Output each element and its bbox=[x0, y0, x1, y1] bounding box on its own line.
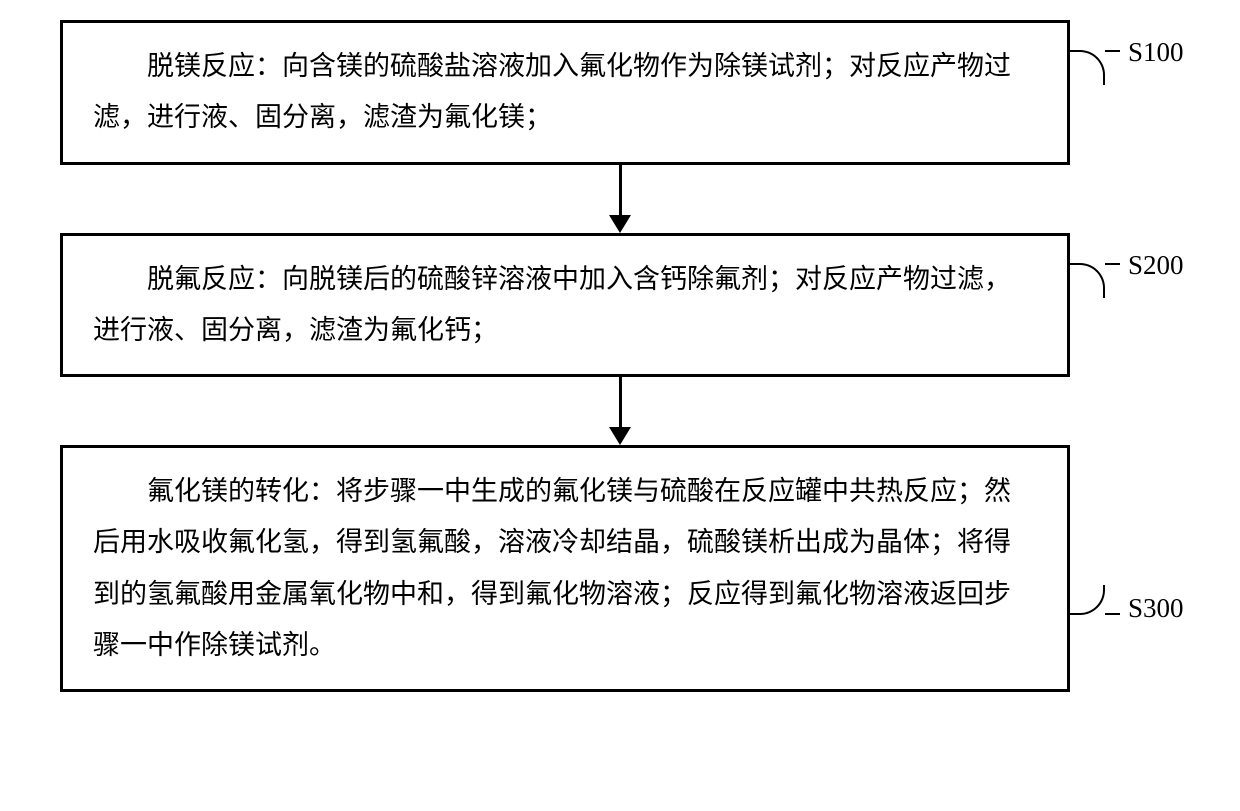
connector-s300 bbox=[1070, 600, 1120, 635]
step-label-s300: S300 bbox=[1128, 593, 1184, 624]
step-box-s200: 脱氟反应：向脱镁后的硫酸锌溶液中加入含钙除氟剂；对反应产物过滤，进行液、固分离，… bbox=[60, 233, 1070, 378]
connector-s100 bbox=[1070, 50, 1120, 85]
arrow-line bbox=[619, 377, 622, 427]
step-wrapper-s200: 脱氟反应：向脱镁后的硫酸锌溶液中加入含钙除氟剂；对反应产物过滤，进行液、固分离，… bbox=[60, 233, 1180, 378]
arrow-head-icon bbox=[609, 215, 631, 233]
arrow-head-icon bbox=[609, 427, 631, 445]
step-box-s300: 氟化镁的转化：将步骤一中生成的氟化镁与硫酸在反应罐中共热反应；然后用水吸收氟化氢… bbox=[60, 445, 1070, 692]
flowchart-container: 脱镁反应：向含镁的硫酸盐溶液加入氟化物作为除镁试剂；对反应产物过滤，进行液、固分… bbox=[60, 20, 1180, 692]
arrow-s200-to-s300 bbox=[60, 377, 1180, 445]
arrow-s100-to-s200 bbox=[60, 165, 1180, 233]
arrow-line bbox=[619, 165, 622, 215]
step-wrapper-s300: 氟化镁的转化：将步骤一中生成的氟化镁与硫酸在反应罐中共热反应；然后用水吸收氟化氢… bbox=[60, 445, 1180, 692]
connector-s200 bbox=[1070, 263, 1120, 298]
step-wrapper-s100: 脱镁反应：向含镁的硫酸盐溶液加入氟化物作为除镁试剂；对反应产物过滤，进行液、固分… bbox=[60, 20, 1180, 165]
step-label-s100: S100 bbox=[1128, 37, 1184, 68]
step-label-s200: S200 bbox=[1128, 250, 1184, 281]
step-box-s100: 脱镁反应：向含镁的硫酸盐溶液加入氟化物作为除镁试剂；对反应产物过滤，进行液、固分… bbox=[60, 20, 1070, 165]
